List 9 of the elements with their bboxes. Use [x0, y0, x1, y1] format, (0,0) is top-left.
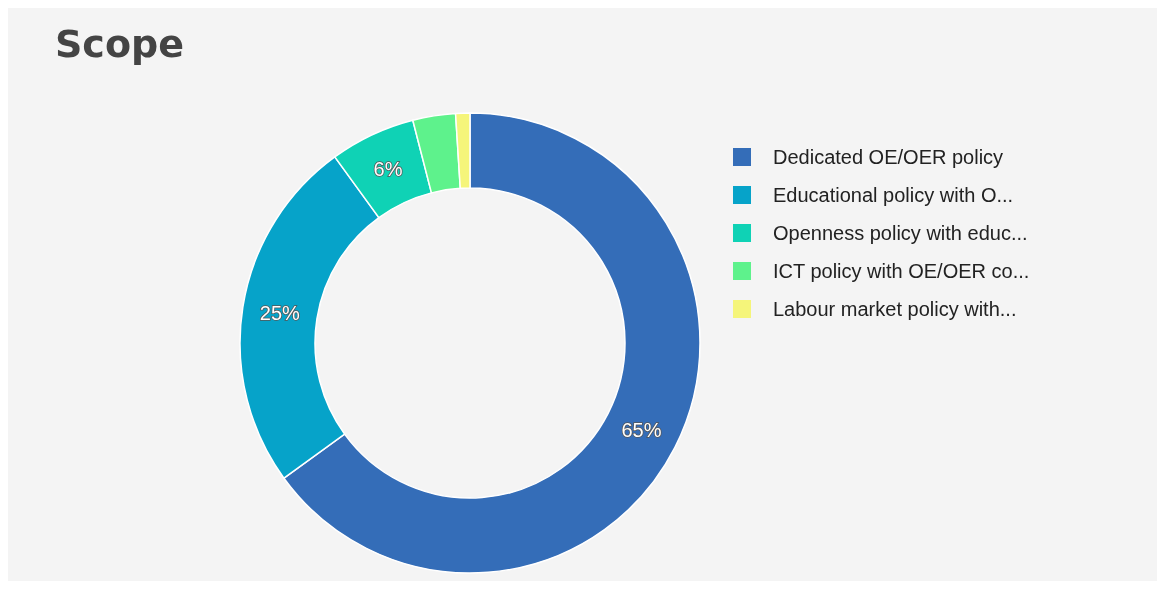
legend-label: Openness policy with educ...	[773, 221, 1028, 245]
data-label: 65%	[621, 419, 662, 442]
legend-label: Dedicated OE/OER policy	[773, 145, 1004, 169]
data-label: 6%	[373, 157, 403, 180]
data-label: 25%	[259, 301, 301, 324]
chart-title: Scope	[55, 22, 184, 66]
legend-label: Labour market policy with...	[773, 297, 1017, 321]
legend-label: Educational policy with O...	[773, 183, 1014, 207]
legend-label: ICT policy with OE/OER co...	[773, 259, 1030, 283]
